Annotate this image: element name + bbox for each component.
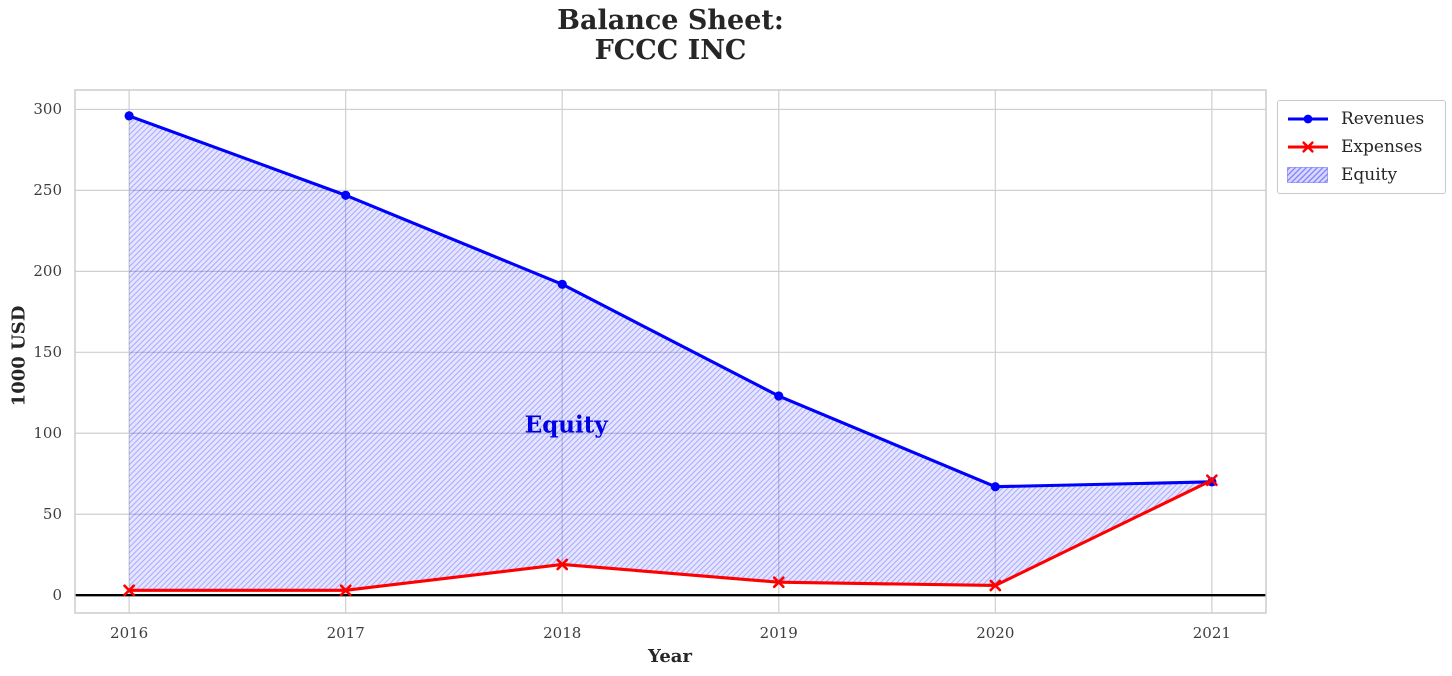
y-tick-label: 100: [33, 424, 62, 443]
x-tick-label: 2020: [976, 624, 1015, 642]
y-tick-label: 0: [52, 586, 62, 605]
y-tick-label: 150: [33, 343, 62, 362]
legend-item-expenses: Expenses: [1286, 133, 1437, 161]
revenues-line-swatch-icon: [1288, 114, 1328, 124]
x-tick-label: 2021: [1192, 624, 1231, 642]
equity-hatch-swatch-icon: [1287, 167, 1328, 183]
chart-title-line1: Balance Sheet:: [557, 5, 784, 36]
legend-label-expenses: Expenses: [1341, 137, 1423, 157]
data-series: [123, 111, 1218, 597]
x-tick-label: 2018: [543, 624, 582, 642]
x-tick-label: 2017: [326, 624, 365, 642]
legend-label-revenues: Revenues: [1341, 109, 1425, 129]
y-tick-label: 250: [33, 181, 62, 200]
x-tick-label: 2019: [759, 624, 798, 642]
legend-item-revenues: Revenues: [1286, 105, 1437, 133]
equity-area-annotation: Equity: [524, 411, 608, 439]
y-tick-label: 50: [42, 505, 62, 524]
expenses-line-swatch-icon: [1288, 141, 1328, 153]
equity-fill-area: [129, 115, 1212, 591]
y-tick-label: 300: [33, 100, 62, 119]
legend-item-equity: Equity: [1286, 161, 1437, 189]
chart-title-line2: FCCC INC: [594, 35, 747, 66]
legend-label-equity: Equity: [1341, 165, 1398, 185]
x-tick-label: 2016: [110, 624, 149, 642]
plot-frame: [74, 89, 1267, 614]
y-tick-label: 200: [33, 262, 62, 281]
x-axis-label: Year: [648, 646, 692, 667]
chart-title: Balance Sheet: FCCC INC: [75, 6, 1266, 66]
legend: Revenues Expenses Equity: [1277, 100, 1446, 194]
